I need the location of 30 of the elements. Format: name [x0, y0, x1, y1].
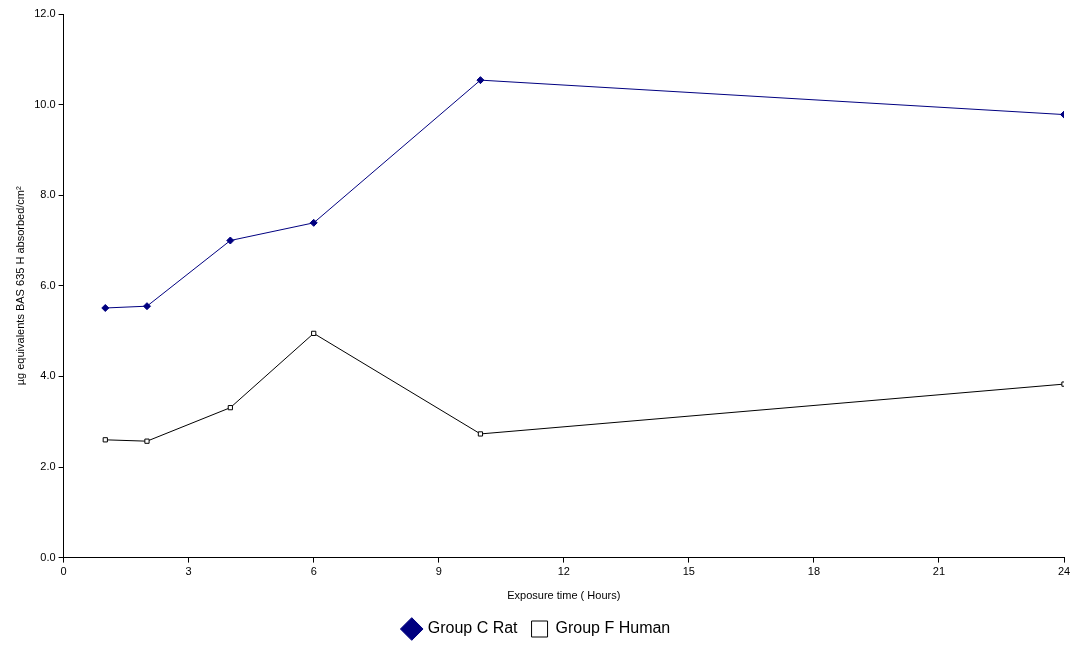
point — [309, 218, 318, 227]
y-tick-label: 4.0 — [40, 369, 56, 382]
x-tick-label: 12 — [557, 565, 570, 578]
y-axis-title: µg equivalents BAS 635 H absorbed/cm² — [13, 185, 26, 386]
legend-label: Group C Rat — [427, 619, 519, 637]
point — [102, 437, 108, 443]
point — [226, 236, 235, 245]
y-tick-label: 2.0 — [40, 460, 56, 473]
y-tick-label: 6.0 — [40, 278, 56, 291]
y-tick-label: 10.0 — [34, 97, 56, 110]
point — [477, 431, 484, 437]
point — [144, 438, 150, 444]
x-tick-label: 0 — [60, 565, 67, 578]
y-tick-label: 0.0 — [40, 550, 56, 563]
point — [311, 330, 317, 336]
legend-label: Group F Human — [555, 619, 671, 637]
x-axis-title: Exposure time ( Hours) — [507, 589, 621, 602]
x-tick-label: 24 — [1057, 565, 1071, 578]
point — [142, 302, 151, 311]
point — [227, 405, 233, 411]
x-tick-label: 15 — [682, 565, 695, 578]
y-tick-label: 12.0 — [34, 7, 56, 20]
point — [101, 304, 110, 312]
point — [476, 76, 485, 85]
x-tick-label: 6 — [310, 565, 317, 578]
x-tick-label: 3 — [185, 565, 192, 578]
x-tick-label: 21 — [932, 565, 946, 578]
x-tick-label: 18 — [807, 565, 821, 578]
y-tick-label: 8.0 — [40, 188, 56, 201]
x-tick-label: 9 — [435, 565, 442, 578]
